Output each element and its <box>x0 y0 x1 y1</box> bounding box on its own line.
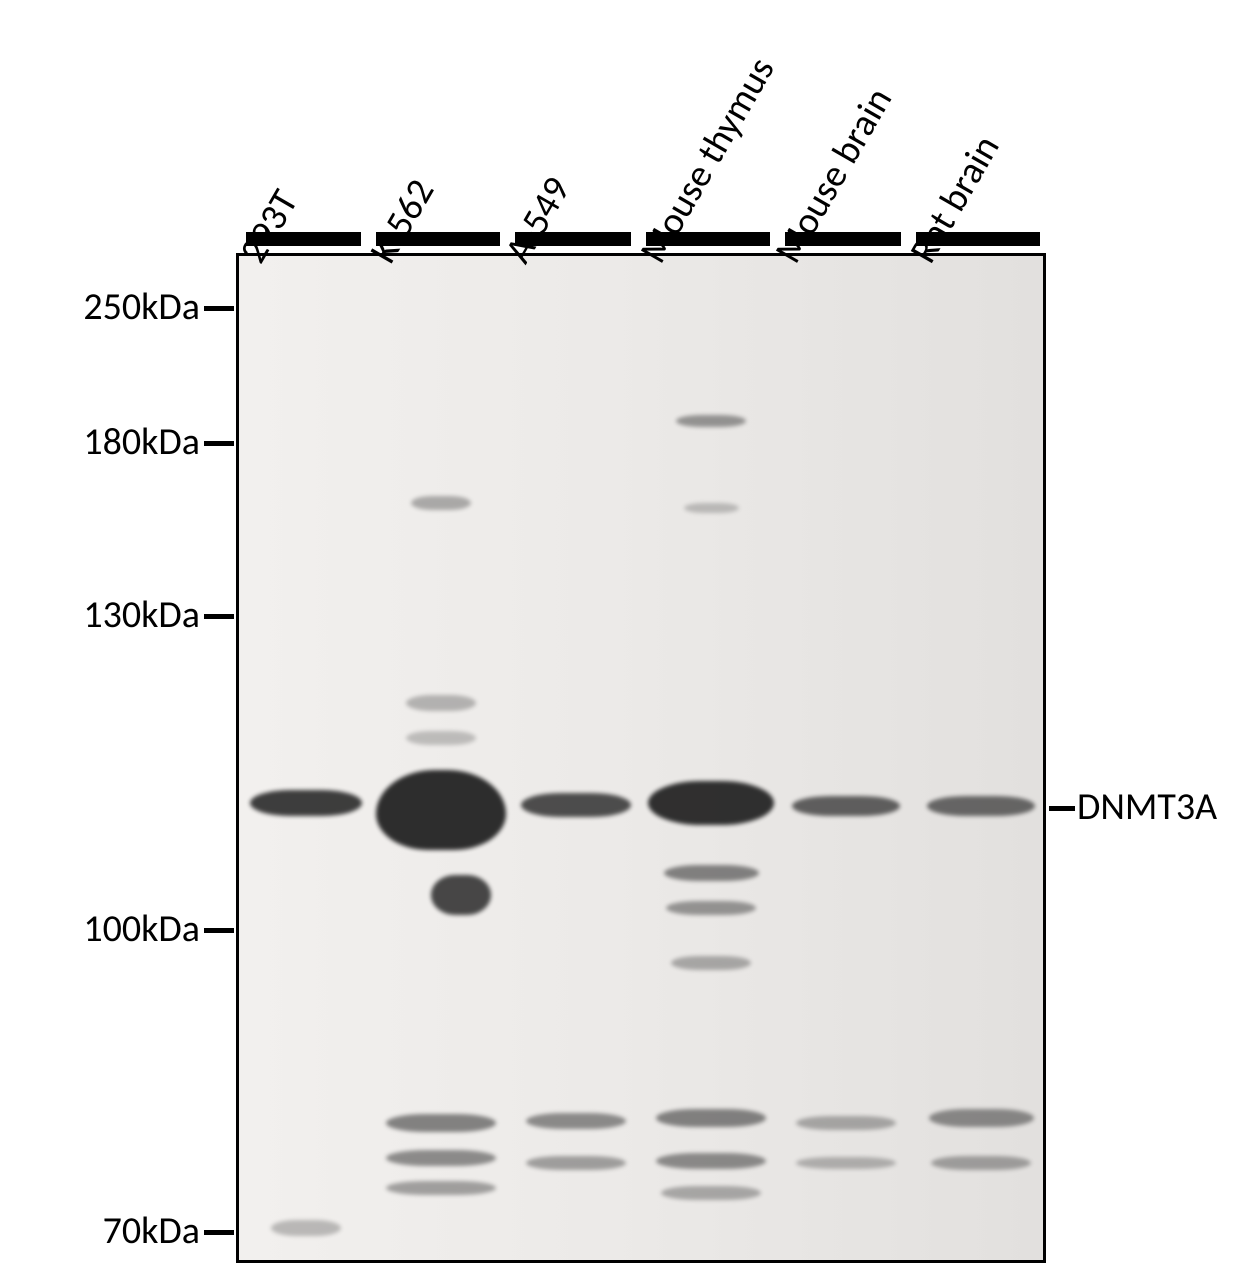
mw-tick <box>204 306 234 311</box>
mw-label: 100kDa <box>83 906 200 952</box>
blot-band <box>661 1186 761 1200</box>
blot-band <box>684 503 739 513</box>
blot-band <box>648 781 774 825</box>
mw-tick <box>204 614 234 619</box>
blot-band <box>927 796 1035 816</box>
blot-band <box>431 875 491 915</box>
protein-label: DNMT3A <box>1077 784 1217 830</box>
blot-band <box>376 770 506 850</box>
mw-label: 250kDa <box>83 284 200 330</box>
blot-band <box>526 1113 626 1129</box>
blot-band <box>271 1220 341 1236</box>
blot-band <box>406 695 476 711</box>
blot-band <box>386 1114 496 1132</box>
protein-label-tick <box>1049 806 1075 811</box>
blot-band <box>386 1181 496 1195</box>
blot-band <box>671 956 751 970</box>
mw-label: 180kDa <box>83 419 200 465</box>
blot-band <box>526 1156 626 1170</box>
western-blot-figure: 250kDa180kDa130kDa100kDa70kDa293TK-562A-… <box>0 0 1251 1280</box>
mw-tick <box>204 1230 234 1235</box>
blot-band <box>666 901 756 915</box>
blot-band <box>386 1150 496 1166</box>
blot-band <box>931 1156 1031 1170</box>
mw-tick <box>204 441 234 446</box>
blot-band <box>929 1109 1034 1127</box>
mw-tick <box>204 928 234 933</box>
mw-label: 130kDa <box>83 592 200 638</box>
blot-band <box>796 1116 896 1130</box>
blot-band <box>796 1157 896 1169</box>
blot-band <box>664 865 759 881</box>
blot-band <box>656 1153 766 1169</box>
blot-band <box>656 1109 766 1127</box>
blot-band <box>406 731 476 745</box>
lane-label: Rat brain <box>900 128 1009 271</box>
blot-band <box>521 793 631 817</box>
blot-band <box>250 790 362 816</box>
blot-membrane <box>236 253 1046 1263</box>
blot-band <box>792 796 900 816</box>
blot-band <box>411 496 471 510</box>
blot-background <box>239 256 1043 1260</box>
blot-band <box>676 415 746 427</box>
mw-label: 70kDa <box>103 1208 200 1254</box>
